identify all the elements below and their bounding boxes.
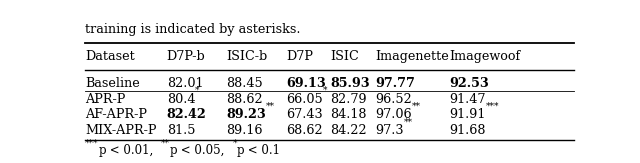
Text: D7P: D7P — [286, 50, 313, 63]
Text: 84.18: 84.18 — [330, 108, 367, 121]
Text: 97.77: 97.77 — [375, 77, 415, 90]
Text: 89.23: 89.23 — [227, 108, 266, 121]
Text: < 0.05,: < 0.05, — [177, 144, 232, 157]
Text: Baseline: Baseline — [85, 77, 140, 90]
Text: AF-APR-P: AF-APR-P — [85, 108, 147, 121]
Text: 84.22: 84.22 — [330, 124, 367, 137]
Text: 91.47: 91.47 — [449, 93, 486, 106]
Text: 69.13: 69.13 — [286, 77, 326, 90]
Text: **: ** — [404, 117, 413, 126]
Text: 82.01: 82.01 — [167, 77, 204, 90]
Text: training is indicated by asterisks.: training is indicated by asterisks. — [85, 23, 300, 36]
Text: 68.62: 68.62 — [286, 124, 323, 137]
Text: 67.43: 67.43 — [286, 108, 323, 121]
Text: *: * — [323, 86, 327, 95]
Text: ISIC: ISIC — [330, 50, 359, 63]
Text: *: * — [232, 139, 237, 148]
Text: 81.5: 81.5 — [167, 124, 195, 137]
Text: ISIC-b: ISIC-b — [227, 50, 268, 63]
Text: 96.52: 96.52 — [375, 93, 412, 106]
Text: APR-P: APR-P — [85, 93, 125, 106]
Text: ***: *** — [85, 139, 99, 148]
Text: Imagewoof: Imagewoof — [449, 50, 521, 63]
Text: 92.53: 92.53 — [449, 77, 489, 90]
Text: 80.4: 80.4 — [167, 93, 195, 106]
Text: Dataset: Dataset — [85, 50, 134, 63]
Text: 88.45: 88.45 — [227, 77, 263, 90]
Text: 97.3: 97.3 — [375, 124, 404, 137]
Text: *: * — [195, 86, 200, 95]
Text: MIX-APR-P: MIX-APR-P — [85, 124, 156, 137]
Text: 89.16: 89.16 — [227, 124, 263, 137]
Text: 97.06: 97.06 — [375, 108, 412, 121]
Text: p: p — [99, 144, 106, 157]
Text: ***: *** — [486, 102, 499, 111]
Text: < 0.1: < 0.1 — [244, 144, 280, 157]
Text: **: ** — [412, 102, 420, 111]
Text: 91.91: 91.91 — [449, 108, 486, 121]
Text: p: p — [170, 144, 177, 157]
Text: 88.62: 88.62 — [227, 93, 263, 106]
Text: Imagenette: Imagenette — [375, 50, 449, 63]
Text: **: ** — [266, 102, 275, 111]
Text: p: p — [237, 144, 244, 157]
Text: < 0.01,: < 0.01, — [106, 144, 161, 157]
Text: 85.93: 85.93 — [330, 77, 370, 90]
Text: 66.05: 66.05 — [286, 93, 323, 106]
Text: 82.42: 82.42 — [167, 108, 207, 121]
Text: 82.79: 82.79 — [330, 93, 367, 106]
Text: D7P-b: D7P-b — [167, 50, 205, 63]
Text: 91.68: 91.68 — [449, 124, 486, 137]
Text: **: ** — [161, 139, 170, 148]
